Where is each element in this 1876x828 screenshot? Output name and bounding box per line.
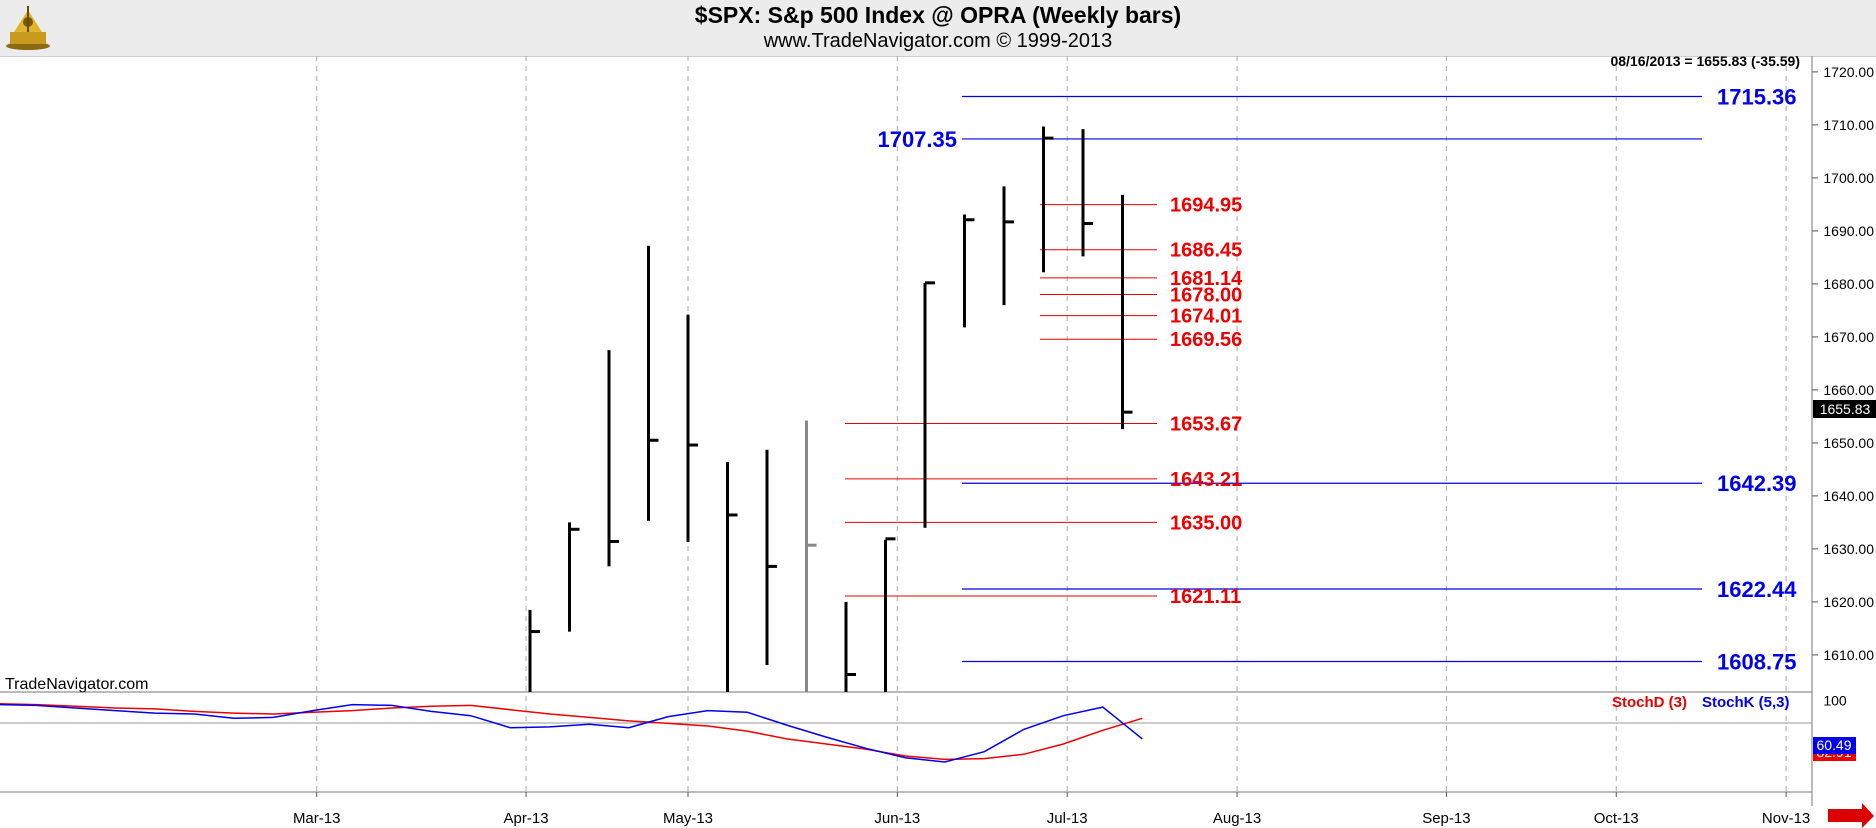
stoch-k-value: 60.49	[1816, 737, 1851, 753]
support-level-label: 1608.75	[1717, 650, 1797, 675]
price-tick-label: 1720.00	[1823, 64, 1874, 80]
fib-level-label: 1678.00	[1170, 285, 1242, 307]
legend-stoch-k: StochK (5,3)	[1702, 694, 1790, 711]
chart-header: $SPX: S&p 500 Index @ OPRA (Weekly bars)…	[0, 0, 1876, 57]
stoch-k-value-badge	[1813, 737, 1856, 754]
month-label: Nov-13	[1762, 810, 1810, 827]
trade-navigator-logo-icon	[6, 6, 50, 50]
price-tick-label: 1660.00	[1823, 382, 1874, 398]
month-label: Aug-13	[1213, 810, 1261, 827]
price-tick-label: 1650.00	[1823, 435, 1874, 451]
support-level-label: 1622.44	[1717, 577, 1797, 602]
price-tick-label: 1710.00	[1823, 117, 1874, 133]
month-axis: Mar-13 Apr-13 May-13 Jun-13 Jul-13 Aug-13 Sep-…	[293, 792, 1810, 827]
support-level-label: 1715.36	[1717, 84, 1797, 109]
last-price-label: 1655.83	[1820, 401, 1871, 417]
legend-stoch-d: StochD (3)	[1612, 694, 1687, 711]
month-label: May-13	[663, 810, 713, 827]
fib-level-label: 1674.01	[1170, 306, 1242, 328]
level-labels: 1715.36 1707.35 1642.39 1622.44 1608.75 1694.…	[877, 84, 1797, 674]
price-tick-label: 1620.00	[1823, 594, 1874, 610]
stochastic-lines	[0, 703, 1143, 763]
price-tick-label: 1610.00	[1823, 647, 1874, 663]
chart-subtitle: www.TradeNavigator.com © 1999-2013	[763, 30, 1113, 52]
scroll-right-arrow-icon[interactable]	[1828, 803, 1874, 828]
stoch-d-line	[0, 703, 1143, 761]
fib-level-label: 1669.56	[1170, 329, 1242, 351]
oscillator-tick-label: 100	[1823, 692, 1847, 708]
price-tick-label: 1690.00	[1823, 223, 1874, 239]
price-tick-label: 1640.00	[1823, 488, 1874, 504]
price-tick-label: 1680.00	[1823, 276, 1874, 292]
chart-title: $SPX: S&p 500 Index @ OPRA (Weekly bars)	[694, 2, 1182, 28]
month-label: Apr-13	[504, 810, 549, 827]
fib-level-label: 1694.95	[1170, 195, 1242, 217]
last-price-badge	[1813, 400, 1876, 418]
stoch-k-line	[0, 703, 1143, 763]
month-label: Jul-13	[1047, 810, 1088, 827]
month-label: Jun-13	[874, 810, 920, 827]
price-tick-label: 1630.00	[1823, 541, 1874, 557]
fib-level-label: 1621.11	[1170, 586, 1241, 608]
ohlc-bars	[528, 126, 1133, 692]
price-axis: 1610.00 1620.00 1630.00 1640.00 1650.00 1660.…	[1812, 64, 1874, 663]
support-level-label: 1707.35	[877, 127, 957, 152]
last-quote-text: 08/16/2013 = 1655.83 (-35.59)	[1610, 53, 1800, 69]
watermark-text: TradeNavigator.com	[5, 676, 148, 693]
fib-level-label: 1635.00	[1170, 512, 1242, 534]
support-level-label: 1642.39	[1717, 471, 1797, 496]
fib-level-label: 1681.14	[1170, 268, 1243, 290]
grid-lines	[316, 56, 1787, 792]
fib-level-label: 1643.21	[1170, 469, 1242, 491]
month-label: Oct-13	[1594, 810, 1639, 827]
fib-level-label: 1653.67	[1170, 413, 1242, 435]
month-label: Sep-13	[1422, 810, 1470, 827]
price-tick-label: 1700.00	[1823, 170, 1874, 186]
fib-level-label: 1686.45	[1170, 240, 1242, 262]
month-label: Mar-13	[293, 810, 341, 827]
level-lines	[845, 95, 1702, 663]
price-tick-label: 1670.00	[1823, 329, 1874, 345]
